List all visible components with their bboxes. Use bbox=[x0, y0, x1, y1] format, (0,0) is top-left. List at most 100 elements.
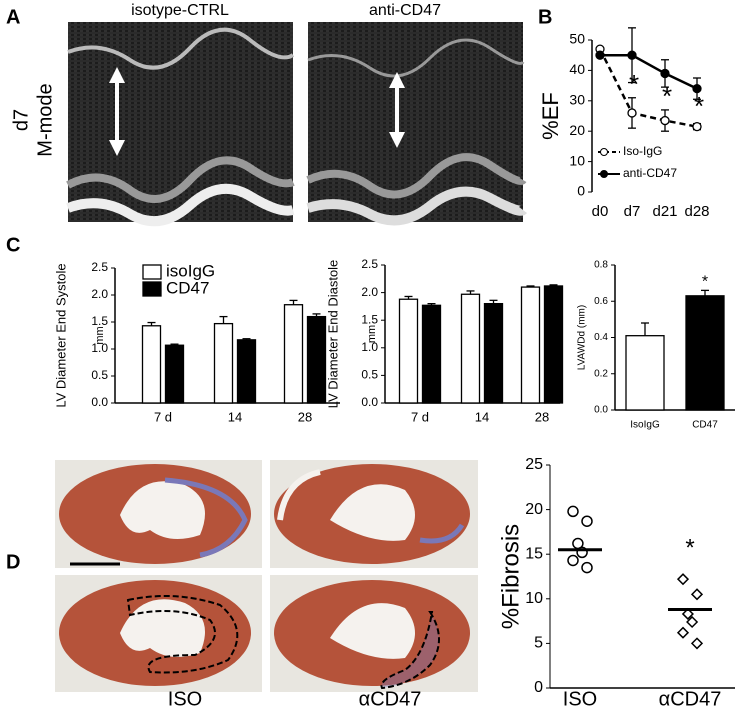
point bbox=[692, 83, 702, 94]
y-axis-label: %EF bbox=[538, 92, 563, 140]
y-tick-label: 0.5 bbox=[91, 368, 108, 382]
x-tick-label: 28 bbox=[535, 409, 549, 424]
bar bbox=[164, 344, 185, 404]
bar bbox=[213, 322, 234, 404]
row-label: M-mode bbox=[34, 83, 56, 156]
point bbox=[690, 588, 704, 601]
y-tick-label: 0 bbox=[577, 183, 585, 199]
point bbox=[692, 121, 702, 132]
y-tick-label: 25 bbox=[525, 456, 543, 473]
point bbox=[567, 554, 579, 567]
x-tick-label: ISO bbox=[563, 688, 597, 710]
panel-label: B bbox=[538, 6, 552, 28]
point bbox=[627, 108, 637, 118]
y-tick-label: 2.5 bbox=[361, 257, 378, 271]
point bbox=[581, 515, 593, 527]
point bbox=[676, 573, 690, 586]
y-tick-label: 15 bbox=[525, 545, 543, 562]
point bbox=[567, 505, 579, 518]
point bbox=[660, 115, 670, 126]
annotation: * bbox=[702, 274, 708, 291]
point bbox=[627, 50, 637, 60]
bar bbox=[460, 293, 481, 404]
y-tick-label: 1.0 bbox=[361, 340, 378, 354]
point bbox=[595, 50, 605, 60]
panel-label: C bbox=[6, 234, 20, 256]
point bbox=[681, 607, 694, 621]
legend-marker bbox=[600, 170, 608, 178]
x-tick-label: CD47 bbox=[692, 420, 718, 431]
panel-label: D bbox=[6, 551, 20, 573]
histology-images bbox=[55, 460, 478, 692]
legend-swatch bbox=[142, 281, 162, 297]
y-tick-label: 10 bbox=[569, 152, 585, 168]
y-axis-label: LV Diameter End Diastole bbox=[325, 260, 340, 409]
bar bbox=[543, 285, 564, 404]
y-tick-label: 20 bbox=[569, 122, 585, 138]
y-tick-label: 2.0 bbox=[361, 285, 378, 299]
x-tick-label: 14 bbox=[228, 409, 242, 424]
point bbox=[690, 637, 704, 650]
row-label: d7 bbox=[10, 109, 32, 131]
x-tick-label: 14 bbox=[475, 409, 489, 424]
x-tick-label: 28 bbox=[298, 409, 312, 424]
y-tick-label: 1.0 bbox=[91, 341, 108, 355]
y-tick-label: 50 bbox=[569, 31, 585, 47]
bar bbox=[306, 315, 327, 404]
y-tick-label: 10 bbox=[525, 590, 543, 607]
x-tick-label: d0 bbox=[592, 203, 609, 220]
y-axis-unit: mm bbox=[94, 326, 106, 344]
bar bbox=[483, 302, 504, 404]
legend-label: isoIgG bbox=[166, 261, 215, 280]
mmode-image bbox=[306, 22, 527, 226]
y-axis-unit: mm bbox=[366, 325, 378, 343]
panel-label: A bbox=[6, 6, 20, 28]
mmode-image bbox=[66, 22, 295, 227]
series-line bbox=[600, 53, 698, 90]
x-tick-label: d28 bbox=[684, 203, 709, 220]
y-tick-label: 2.0 bbox=[91, 287, 108, 301]
legend-label: CD47 bbox=[166, 278, 209, 297]
y-axis-label: %Fibrosis bbox=[497, 524, 524, 629]
bar bbox=[421, 304, 442, 404]
legend-label: Iso-IgG bbox=[623, 144, 662, 158]
y-tick-label: 0 bbox=[534, 679, 543, 696]
legend-swatch bbox=[142, 264, 162, 280]
y-tick-label: 1.5 bbox=[91, 314, 108, 328]
y-tick-label: 2.5 bbox=[91, 260, 108, 274]
point bbox=[581, 561, 593, 574]
bar bbox=[283, 304, 304, 404]
annotation: * bbox=[629, 69, 639, 99]
point bbox=[686, 615, 699, 629]
legend-marker bbox=[600, 148, 608, 156]
y-tick-label: 20 bbox=[525, 501, 543, 518]
series-line bbox=[598, 48, 698, 128]
annotation: * bbox=[694, 91, 704, 121]
point bbox=[660, 68, 670, 79]
y-tick-label: 0.2 bbox=[594, 368, 608, 379]
y-tick-label: 0.0 bbox=[361, 395, 378, 409]
image-column-label: ISO bbox=[168, 688, 202, 710]
image-column-label: αCD47 bbox=[359, 688, 422, 710]
bar bbox=[625, 335, 665, 411]
y-tick-label: 0.0 bbox=[594, 405, 608, 416]
image-title: isotype-CTRL bbox=[131, 2, 229, 19]
y-tick-label: 0.0 bbox=[91, 395, 108, 409]
y-tick-label: 40 bbox=[569, 61, 585, 77]
y-axis-label: LVAWDd (mm) bbox=[577, 305, 588, 370]
x-tick-label: 7 d bbox=[411, 409, 429, 424]
point bbox=[676, 626, 690, 639]
y-tick-label: 5 bbox=[534, 635, 543, 652]
y-tick-label: 0.4 bbox=[594, 332, 608, 343]
x-tick-label: d7 bbox=[624, 203, 641, 220]
bar bbox=[398, 298, 419, 404]
y-tick-label: 30 bbox=[569, 92, 585, 108]
y-tick-label: 0.5 bbox=[361, 368, 378, 382]
bar bbox=[685, 295, 725, 411]
x-tick-label: αCD47 bbox=[659, 688, 722, 710]
y-tick-label: 1.5 bbox=[361, 312, 378, 326]
x-tick-label: d21 bbox=[652, 203, 677, 220]
bar bbox=[520, 286, 541, 404]
x-tick-label: 7 d bbox=[154, 409, 172, 424]
